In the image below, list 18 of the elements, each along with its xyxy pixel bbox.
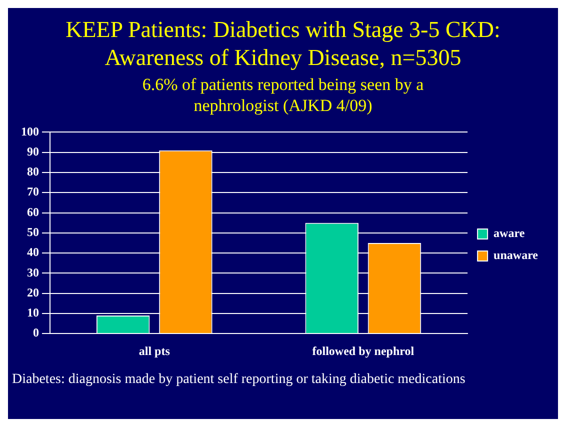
y-tick-label: 50 bbox=[27, 224, 39, 239]
x-tick-label: all pts bbox=[138, 344, 170, 358]
chart-title: KEEP Patients: Diabetics with Stage 3-5 CKD: Awareness of Kidney Disease, n=5305 bbox=[64, 16, 502, 72]
y-tick-label: 60 bbox=[27, 204, 39, 219]
legend-label: aware bbox=[494, 226, 526, 240]
y-tick-label: 40 bbox=[27, 245, 39, 260]
chart-subtitle: 6.6% of patients reported being seen by a nephrologist (AJKD 4/09) bbox=[141, 74, 425, 116]
y-tick-label: 10 bbox=[27, 306, 39, 320]
legend-label: unaware bbox=[494, 248, 539, 262]
y-tick-label: 0 bbox=[33, 326, 39, 340]
y-tick-label: 80 bbox=[27, 164, 39, 179]
y-tick-label: 70 bbox=[27, 184, 39, 199]
x-tick-label: followed by nephrol bbox=[312, 344, 415, 358]
y-tick-label: 30 bbox=[27, 265, 39, 280]
y-tick-label: 20 bbox=[27, 285, 39, 300]
y-tick-label: 90 bbox=[27, 144, 39, 158]
text: Diabetes: diagnosis made by patient self reporting or taking diabetic medications bbox=[11, 371, 466, 388]
y-tick-label: 100 bbox=[21, 124, 39, 138]
